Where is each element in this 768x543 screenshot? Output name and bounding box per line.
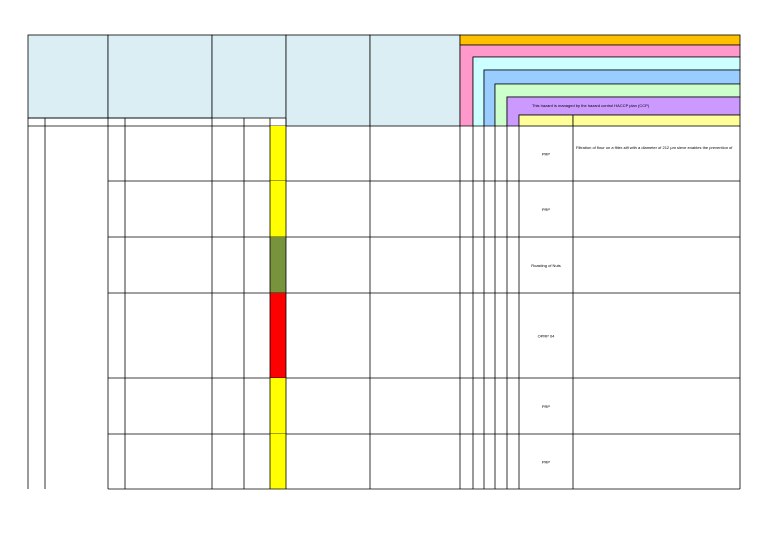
control-measure: PRP	[542, 460, 551, 465]
description: Filtration of flour on a filter-sift wit…	[576, 145, 733, 150]
risk-cell	[270, 293, 286, 378]
band-orange	[459, 34, 741, 46]
risk-cell	[270, 434, 286, 489]
hazard-control-note: This hazard is managed by the hazard con…	[532, 103, 650, 108]
header-cell	[211, 34, 287, 119]
header-cell	[285, 34, 371, 127]
band-yellow	[572, 114, 741, 127]
header-cell	[107, 34, 213, 119]
risk-cell	[270, 181, 286, 237]
header-cell	[27, 34, 109, 119]
control-measure: PRP	[542, 207, 551, 212]
band-yellow	[518, 114, 574, 127]
control-measure: OPRP 04	[538, 334, 556, 339]
header-cells: This hazard is managed by the hazard con…	[27, 34, 741, 127]
risk-cell	[270, 237, 286, 293]
control-measure: PRP	[542, 152, 551, 157]
control-measure: PRP	[542, 404, 551, 409]
header-cell	[369, 34, 461, 127]
risk-cell	[270, 378, 286, 434]
control-measure: Roasting of Nuts	[531, 263, 561, 268]
risk-cell	[270, 126, 286, 181]
